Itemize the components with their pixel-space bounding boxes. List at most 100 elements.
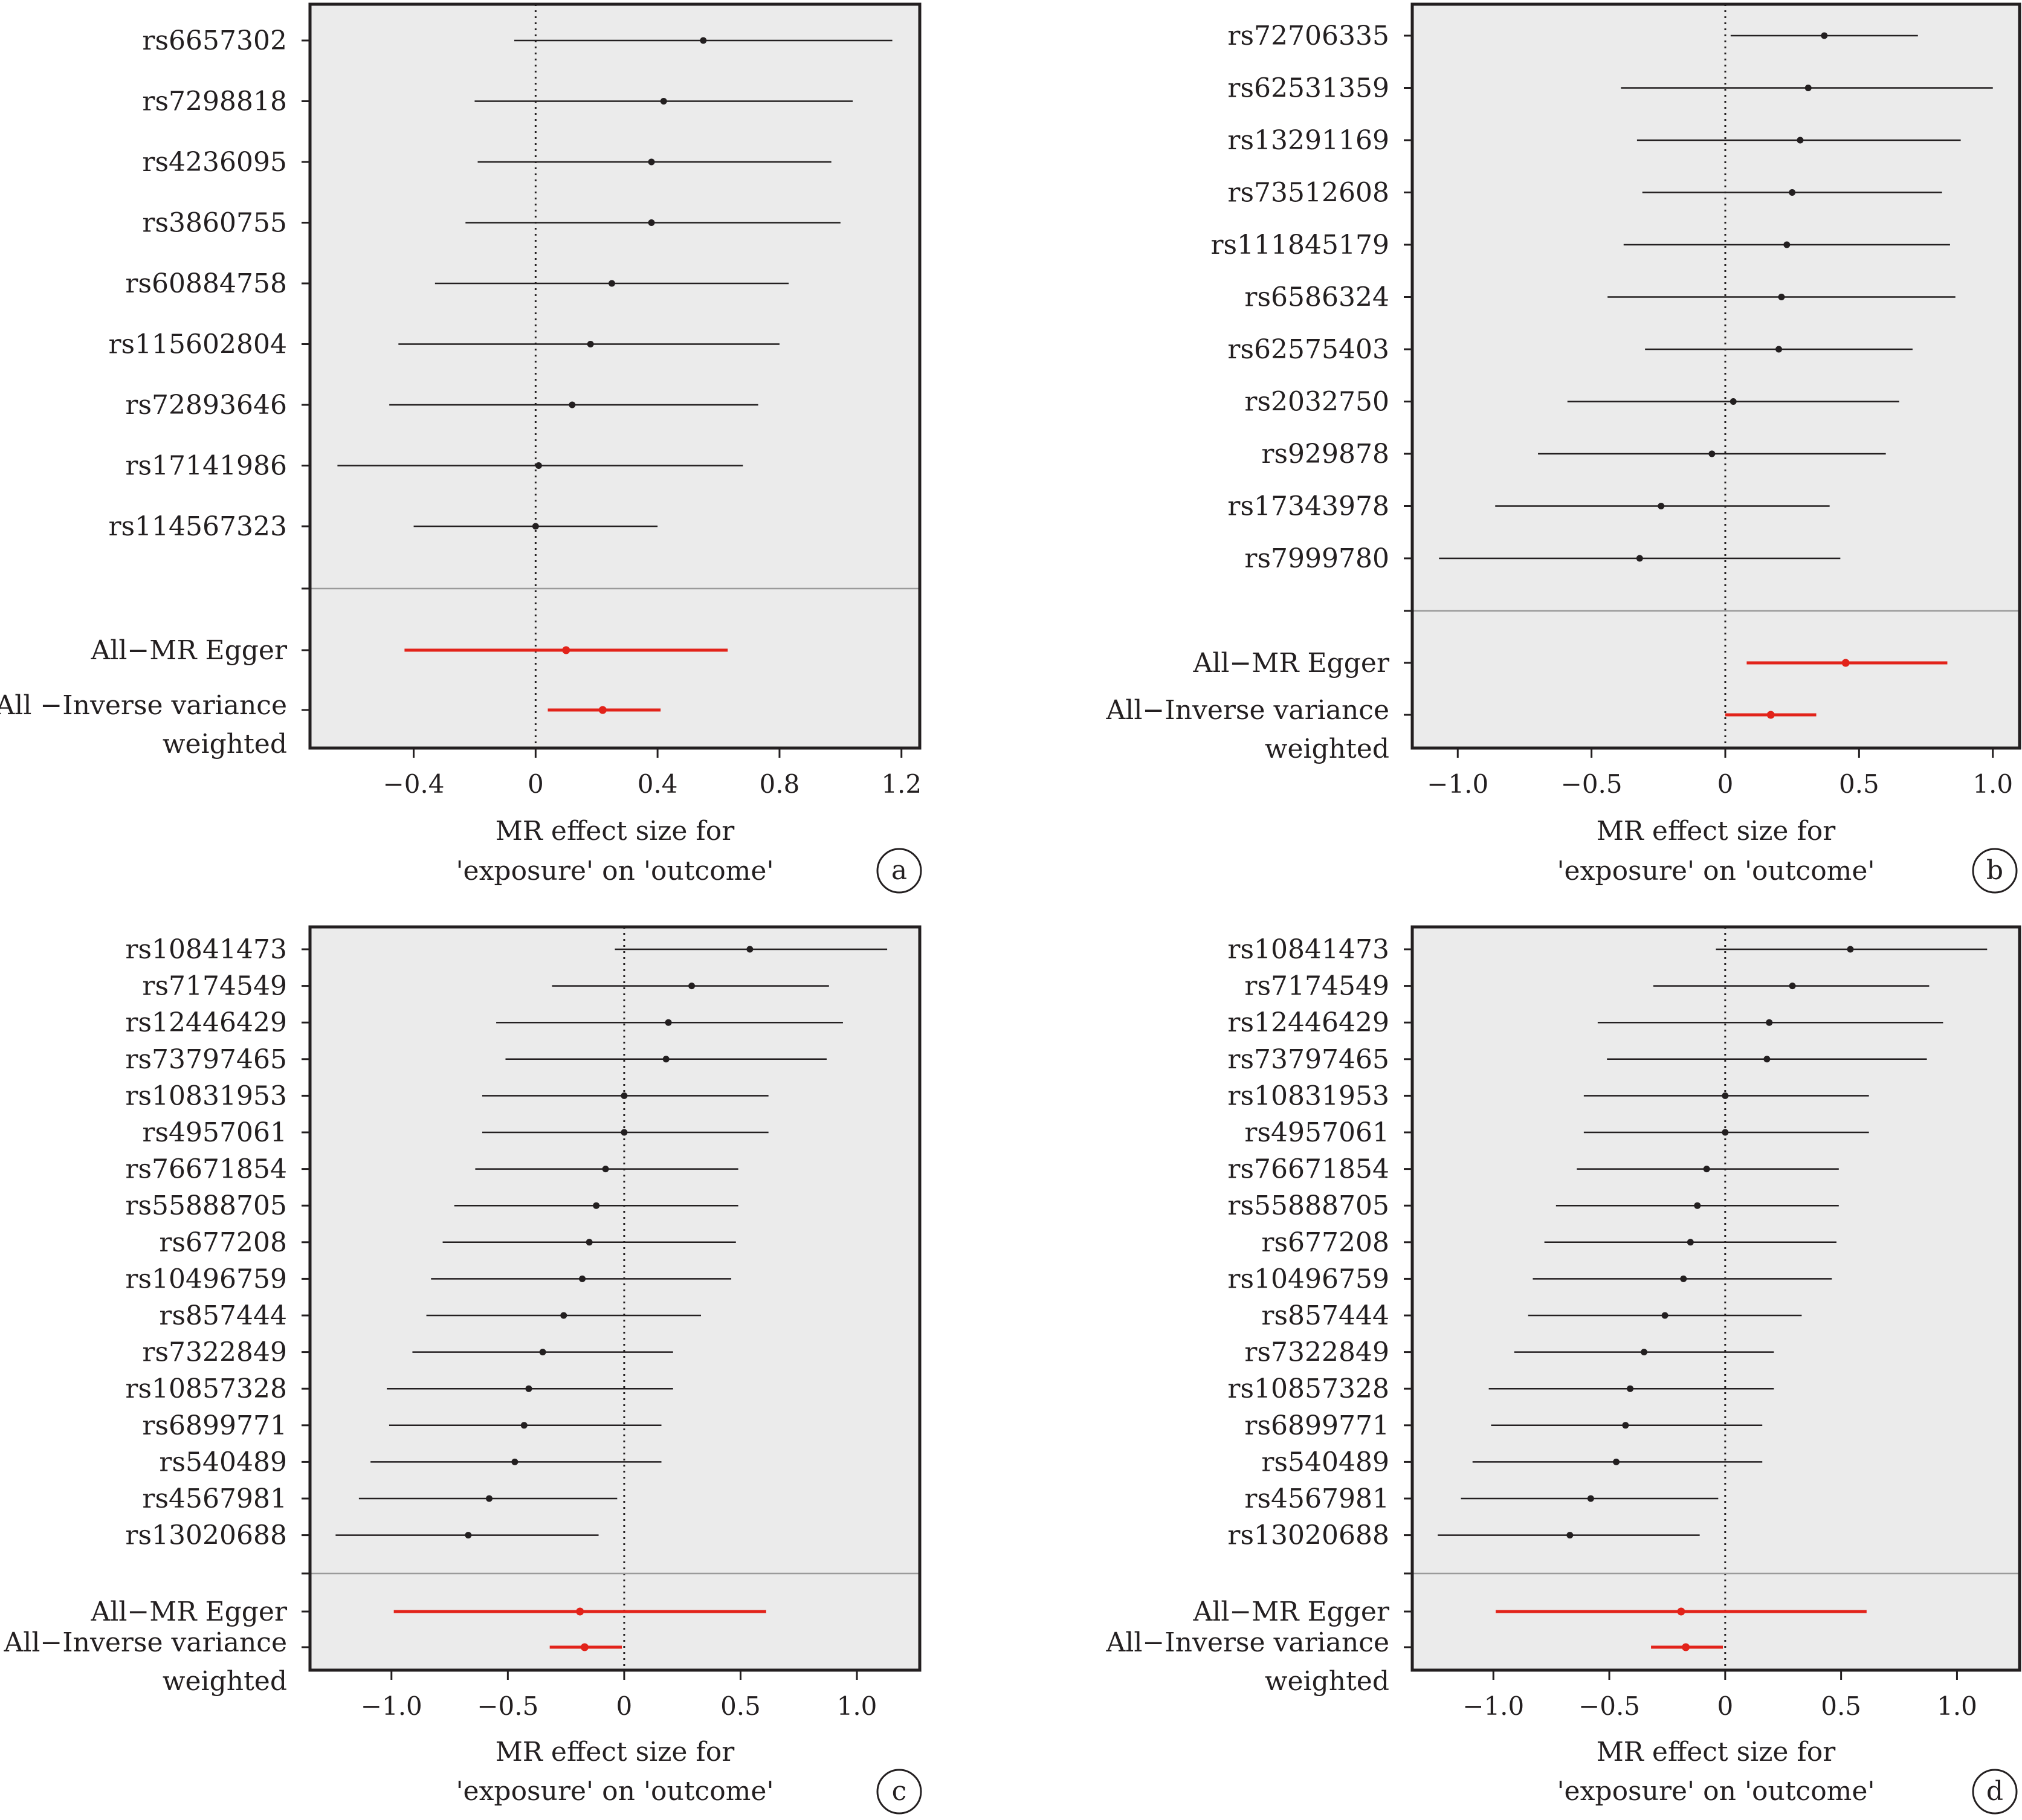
snp-point	[1661, 1312, 1668, 1319]
snp-label: rs7174549	[1244, 971, 1389, 1002]
snp-label: rs10857328	[125, 1373, 287, 1404]
snp-point	[1789, 983, 1796, 990]
pooled-point	[580, 1643, 589, 1651]
snp-point	[1763, 1056, 1771, 1063]
snp-label: rs72893646	[125, 390, 287, 421]
plot-frame	[308, 2, 922, 750]
snp-point	[1680, 1275, 1687, 1282]
snp-point	[688, 983, 696, 990]
snp-point	[602, 1166, 609, 1173]
panel-letter-circle	[876, 1769, 922, 1815]
snp-point	[1613, 1458, 1620, 1465]
snp-point	[525, 1385, 532, 1392]
plot-background	[1412, 927, 2020, 1670]
snp-label: rs10831953	[125, 1080, 287, 1111]
snp-point	[520, 1422, 528, 1429]
x-tick-label: 0.5	[1821, 1691, 1861, 1721]
snp-label: rs73797465	[125, 1044, 287, 1075]
snp-label: rs12446429	[125, 1007, 287, 1038]
panel-letter-circle	[1972, 848, 2018, 894]
snp-point	[1722, 1092, 1729, 1099]
snp-point	[1847, 946, 1854, 953]
pooled-point	[598, 706, 607, 714]
forest-panel-a: rs6657302 rs7298818 rs4236095 rs3860755 rs60…	[0, 2, 922, 894]
pooled-label: weighted	[163, 1666, 287, 1697]
snp-point	[648, 219, 655, 226]
plot-background	[310, 927, 920, 1670]
x-tick-label: 0.5	[1839, 769, 1879, 799]
x-axis-title: 'exposure' on 'outcome'	[1557, 856, 1875, 886]
snp-point	[621, 1092, 628, 1099]
x-axis-title: MR effect size for	[1597, 1737, 1836, 1767]
snp-point	[587, 341, 594, 347]
x-tick-label: 0	[1717, 1691, 1733, 1721]
snp-point	[1778, 294, 1785, 300]
snp-point	[1627, 1385, 1634, 1392]
x-tick-label: −1.0	[1462, 1691, 1524, 1721]
snp-label: rs677208	[1261, 1227, 1389, 1258]
snp-label: rs540489	[1261, 1447, 1389, 1477]
x-axis-title: 'exposure' on 'outcome'	[456, 1776, 774, 1807]
snp-point	[579, 1275, 586, 1282]
snp-label: rs10841473	[1227, 934, 1389, 965]
x-tick-label: −0.5	[1578, 1691, 1640, 1721]
snp-label: rs857444	[159, 1300, 287, 1331]
panel-letter: c	[892, 1776, 907, 1807]
snp-point	[586, 1239, 593, 1246]
snp-point	[486, 1495, 493, 1502]
snp-label: rs7298818	[142, 86, 287, 117]
snp-point	[1641, 1349, 1648, 1356]
x-axis-title: MR effect size for	[496, 816, 735, 847]
snp-point	[1789, 189, 1796, 196]
snp-label: rs12446429	[1227, 1007, 1389, 1038]
snp-label: rs857444	[1261, 1300, 1389, 1331]
snp-label: rs677208	[159, 1227, 287, 1258]
panel-letter-circle	[1972, 1769, 2018, 1815]
snp-label: rs72706335	[1227, 21, 1389, 51]
snp-label: rs76671854	[125, 1154, 287, 1185]
snp-label: rs4236095	[142, 147, 287, 178]
panel-letter: a	[891, 855, 907, 886]
snp-point	[1730, 398, 1737, 405]
snp-point	[621, 1129, 628, 1136]
snp-point	[539, 1349, 546, 1356]
snp-label: rs6899771	[142, 1410, 287, 1441]
snp-label: rs6657302	[142, 25, 287, 56]
snp-label: rs7322849	[1244, 1337, 1389, 1368]
x-tick-label: 1.0	[837, 1691, 877, 1721]
snp-label: rs10496759	[125, 1263, 287, 1294]
plot-background	[310, 4, 920, 748]
plot-frame	[1410, 925, 2021, 1672]
snp-point	[1703, 1166, 1710, 1173]
snp-label: rs10831953	[1227, 1080, 1389, 1111]
snp-label: rs55888705	[1227, 1190, 1389, 1221]
pooled-label: All−MR Egger	[1193, 1596, 1390, 1627]
forest-panel-c: rs10841473 rs7174549 rs12446429 rs73797465 r…	[4, 925, 922, 1815]
snp-label: rs62531359	[1227, 73, 1389, 104]
snp-point	[1636, 555, 1643, 562]
pooled-point	[576, 1607, 584, 1616]
plot-background	[1412, 4, 2020, 748]
snp-label: rs929878	[1261, 439, 1389, 470]
snp-point	[1722, 1129, 1729, 1136]
pooled-label: All −Inverse variance	[0, 690, 287, 721]
snp-point	[1766, 1019, 1773, 1026]
pooled-point	[1677, 1607, 1685, 1616]
snp-label: rs76671854	[1227, 1154, 1389, 1185]
x-tick-label: 1.0	[1972, 769, 2013, 799]
snp-label: rs62575403	[1227, 334, 1389, 365]
x-tick-label: −1.0	[361, 1691, 422, 1721]
snp-label: rs13020688	[125, 1520, 287, 1551]
snp-point	[1804, 85, 1812, 91]
pooled-label: All−Inverse variance	[1106, 1627, 1390, 1658]
snp-label: rs60884758	[125, 268, 287, 299]
snp-label: rs3860755	[142, 208, 287, 239]
x-tick-label: 0	[616, 1691, 633, 1721]
x-tick-label: −0.4	[383, 769, 445, 799]
snp-point	[511, 1458, 518, 1465]
snp-point	[593, 1202, 600, 1209]
snp-label: rs4957061	[1244, 1117, 1389, 1148]
snp-label: rs114567323	[108, 511, 287, 542]
snp-point	[662, 1056, 670, 1063]
snp-label: rs115602804	[108, 329, 287, 360]
